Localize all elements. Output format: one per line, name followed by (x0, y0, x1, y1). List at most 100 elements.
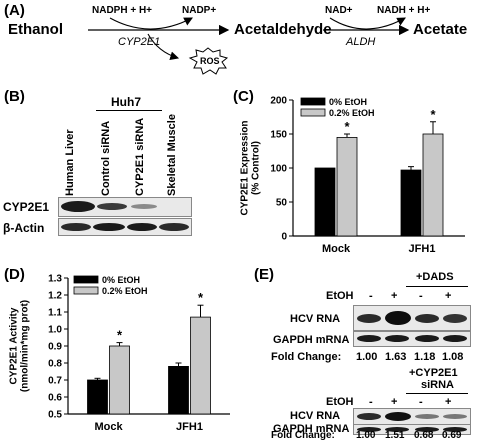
dads-bracket (406, 286, 468, 287)
band (443, 427, 467, 432)
x-tick-label: JFH1 (176, 421, 203, 433)
etoh-label-top: EtOH (326, 290, 354, 302)
y-axis-label: CYP2E1 Expression (% Control) (240, 120, 262, 215)
sign: + (445, 396, 452, 408)
chart-d: 0.5 0.6 0.7 0.8 0.9 1.0 1.1 1.2 1.3 CYP2E1 Activi… (9, 274, 230, 433)
row-label-beta-actin: β-Actin (3, 221, 45, 235)
y-tick-label: 0.5 (48, 410, 62, 421)
acetate-label: Acetate (413, 21, 468, 38)
cyp2e1-sirna-label-2: siRNA (421, 379, 455, 391)
fold-value: 1.00 (356, 351, 378, 363)
blot-gapdh-top (353, 331, 471, 347)
band (357, 427, 381, 432)
huh7-group-label: Huh7 (111, 95, 141, 109)
band (357, 335, 381, 342)
lane-label-control-sirna: Control siRNA (100, 120, 112, 196)
blot-hcv-bottom (353, 408, 471, 425)
ros-burst-icon (188, 47, 229, 75)
nadp-label: NADP+ (182, 5, 217, 16)
fold-change-label-top: Fold Change: (271, 351, 342, 363)
lane-label-cyp2e1-sirna: CYP2E1 siRNA (134, 117, 146, 196)
bar (190, 316, 211, 415)
row-label-gapdh-bottom: GAPDH mRNA (273, 423, 350, 435)
band (415, 314, 439, 323)
legend-label: 0% EtOH (329, 97, 367, 107)
lane-label-human-liver: Human Liver (64, 129, 76, 196)
acetaldehyde-label: Acetaldehyde (234, 21, 332, 38)
y-tick-label: 0.8 (48, 359, 62, 370)
nad-label: NAD+ (325, 5, 353, 16)
panel-d-label: (D) (4, 266, 25, 283)
fold-value: 1.51 (385, 430, 405, 441)
band (131, 204, 157, 209)
bar (422, 133, 444, 237)
pathway-diagram (88, 17, 410, 75)
y-tick-label: 1.0 (48, 325, 62, 336)
cyp2e1-enzyme-label: CYP2E1 (118, 36, 161, 48)
y-axis-label-line: CYP2E1 Expression (240, 120, 251, 215)
y-tick-label: 0 (281, 232, 287, 243)
x-tick-label: JFH1 (409, 243, 436, 255)
band (415, 335, 439, 342)
band (443, 314, 467, 323)
legend-label: 0.2% EtOH (329, 108, 375, 118)
cofactor-curve-nad (329, 17, 406, 30)
y-tick-label: 100 (270, 164, 287, 175)
legend-swatch (73, 275, 99, 284)
row-label-gapdh-top: GAPDH mRNA (273, 334, 350, 346)
row-label-hcv-rna-bottom: HCV RNA (290, 410, 341, 422)
band (385, 335, 409, 342)
band (93, 223, 125, 231)
significance-star: * (344, 119, 350, 134)
legend-swatch (73, 286, 99, 295)
fold-value: 1.08 (442, 351, 464, 363)
x-tick-label: Mock (94, 421, 123, 433)
y-tick-label: 0.6 (48, 393, 62, 404)
nadh-label: NADH + H+ (377, 5, 431, 16)
legend-swatch (300, 97, 326, 106)
blot-hcv-top (353, 305, 471, 331)
band (385, 311, 411, 325)
fold-value: 1.18 (414, 351, 436, 363)
legend-swatch (300, 108, 326, 117)
row-label-hcv-rna-top: HCV RNA (290, 313, 341, 325)
fold-change-label-bottom: Fold Change: (271, 430, 335, 441)
band (97, 203, 127, 210)
sign: - (369, 290, 373, 302)
huh7-bracket (96, 110, 162, 111)
row-label-cyp2e1: CYP2E1 (3, 200, 50, 214)
ethanol-label: Ethanol (8, 21, 63, 38)
y-tick-label: 150 (270, 130, 287, 141)
sign: - (419, 290, 423, 302)
significance-star: * (430, 107, 436, 122)
panel-e-label: (E) (254, 266, 274, 283)
sign: + (391, 396, 398, 408)
panel-a-label: (A) (4, 2, 25, 19)
fold-value: 0.68 (414, 430, 434, 441)
x-tick-label: Mock (322, 243, 351, 255)
legend-label: 0% EtOH (102, 275, 140, 285)
band (443, 414, 467, 419)
band (443, 335, 467, 342)
bar (109, 345, 130, 415)
y-axis-label-line: (% Control) (251, 141, 262, 195)
band (415, 427, 439, 432)
y-tick-label: 1.3 (48, 274, 62, 285)
bar (314, 167, 336, 237)
cofactor-curve-nadph (109, 17, 193, 30)
band (415, 414, 439, 419)
aldh-enzyme-label: ALDH (346, 36, 376, 48)
y-tick-label: 0.9 (48, 342, 62, 353)
band (385, 427, 409, 432)
legend-label: 0.2% EtOH (102, 286, 148, 296)
bar (87, 379, 108, 415)
significance-star: * (117, 328, 123, 343)
band (61, 201, 95, 212)
fold-value: 1.63 (385, 351, 407, 363)
fold-value: 0.69 (442, 430, 462, 441)
bar (168, 366, 189, 415)
panel-b-label: (B) (4, 88, 25, 105)
arrow-ros (147, 33, 180, 60)
band (385, 412, 411, 421)
y-axis-label: CYP2E1 Activity (nmol/min*mg prot) (9, 300, 31, 392)
